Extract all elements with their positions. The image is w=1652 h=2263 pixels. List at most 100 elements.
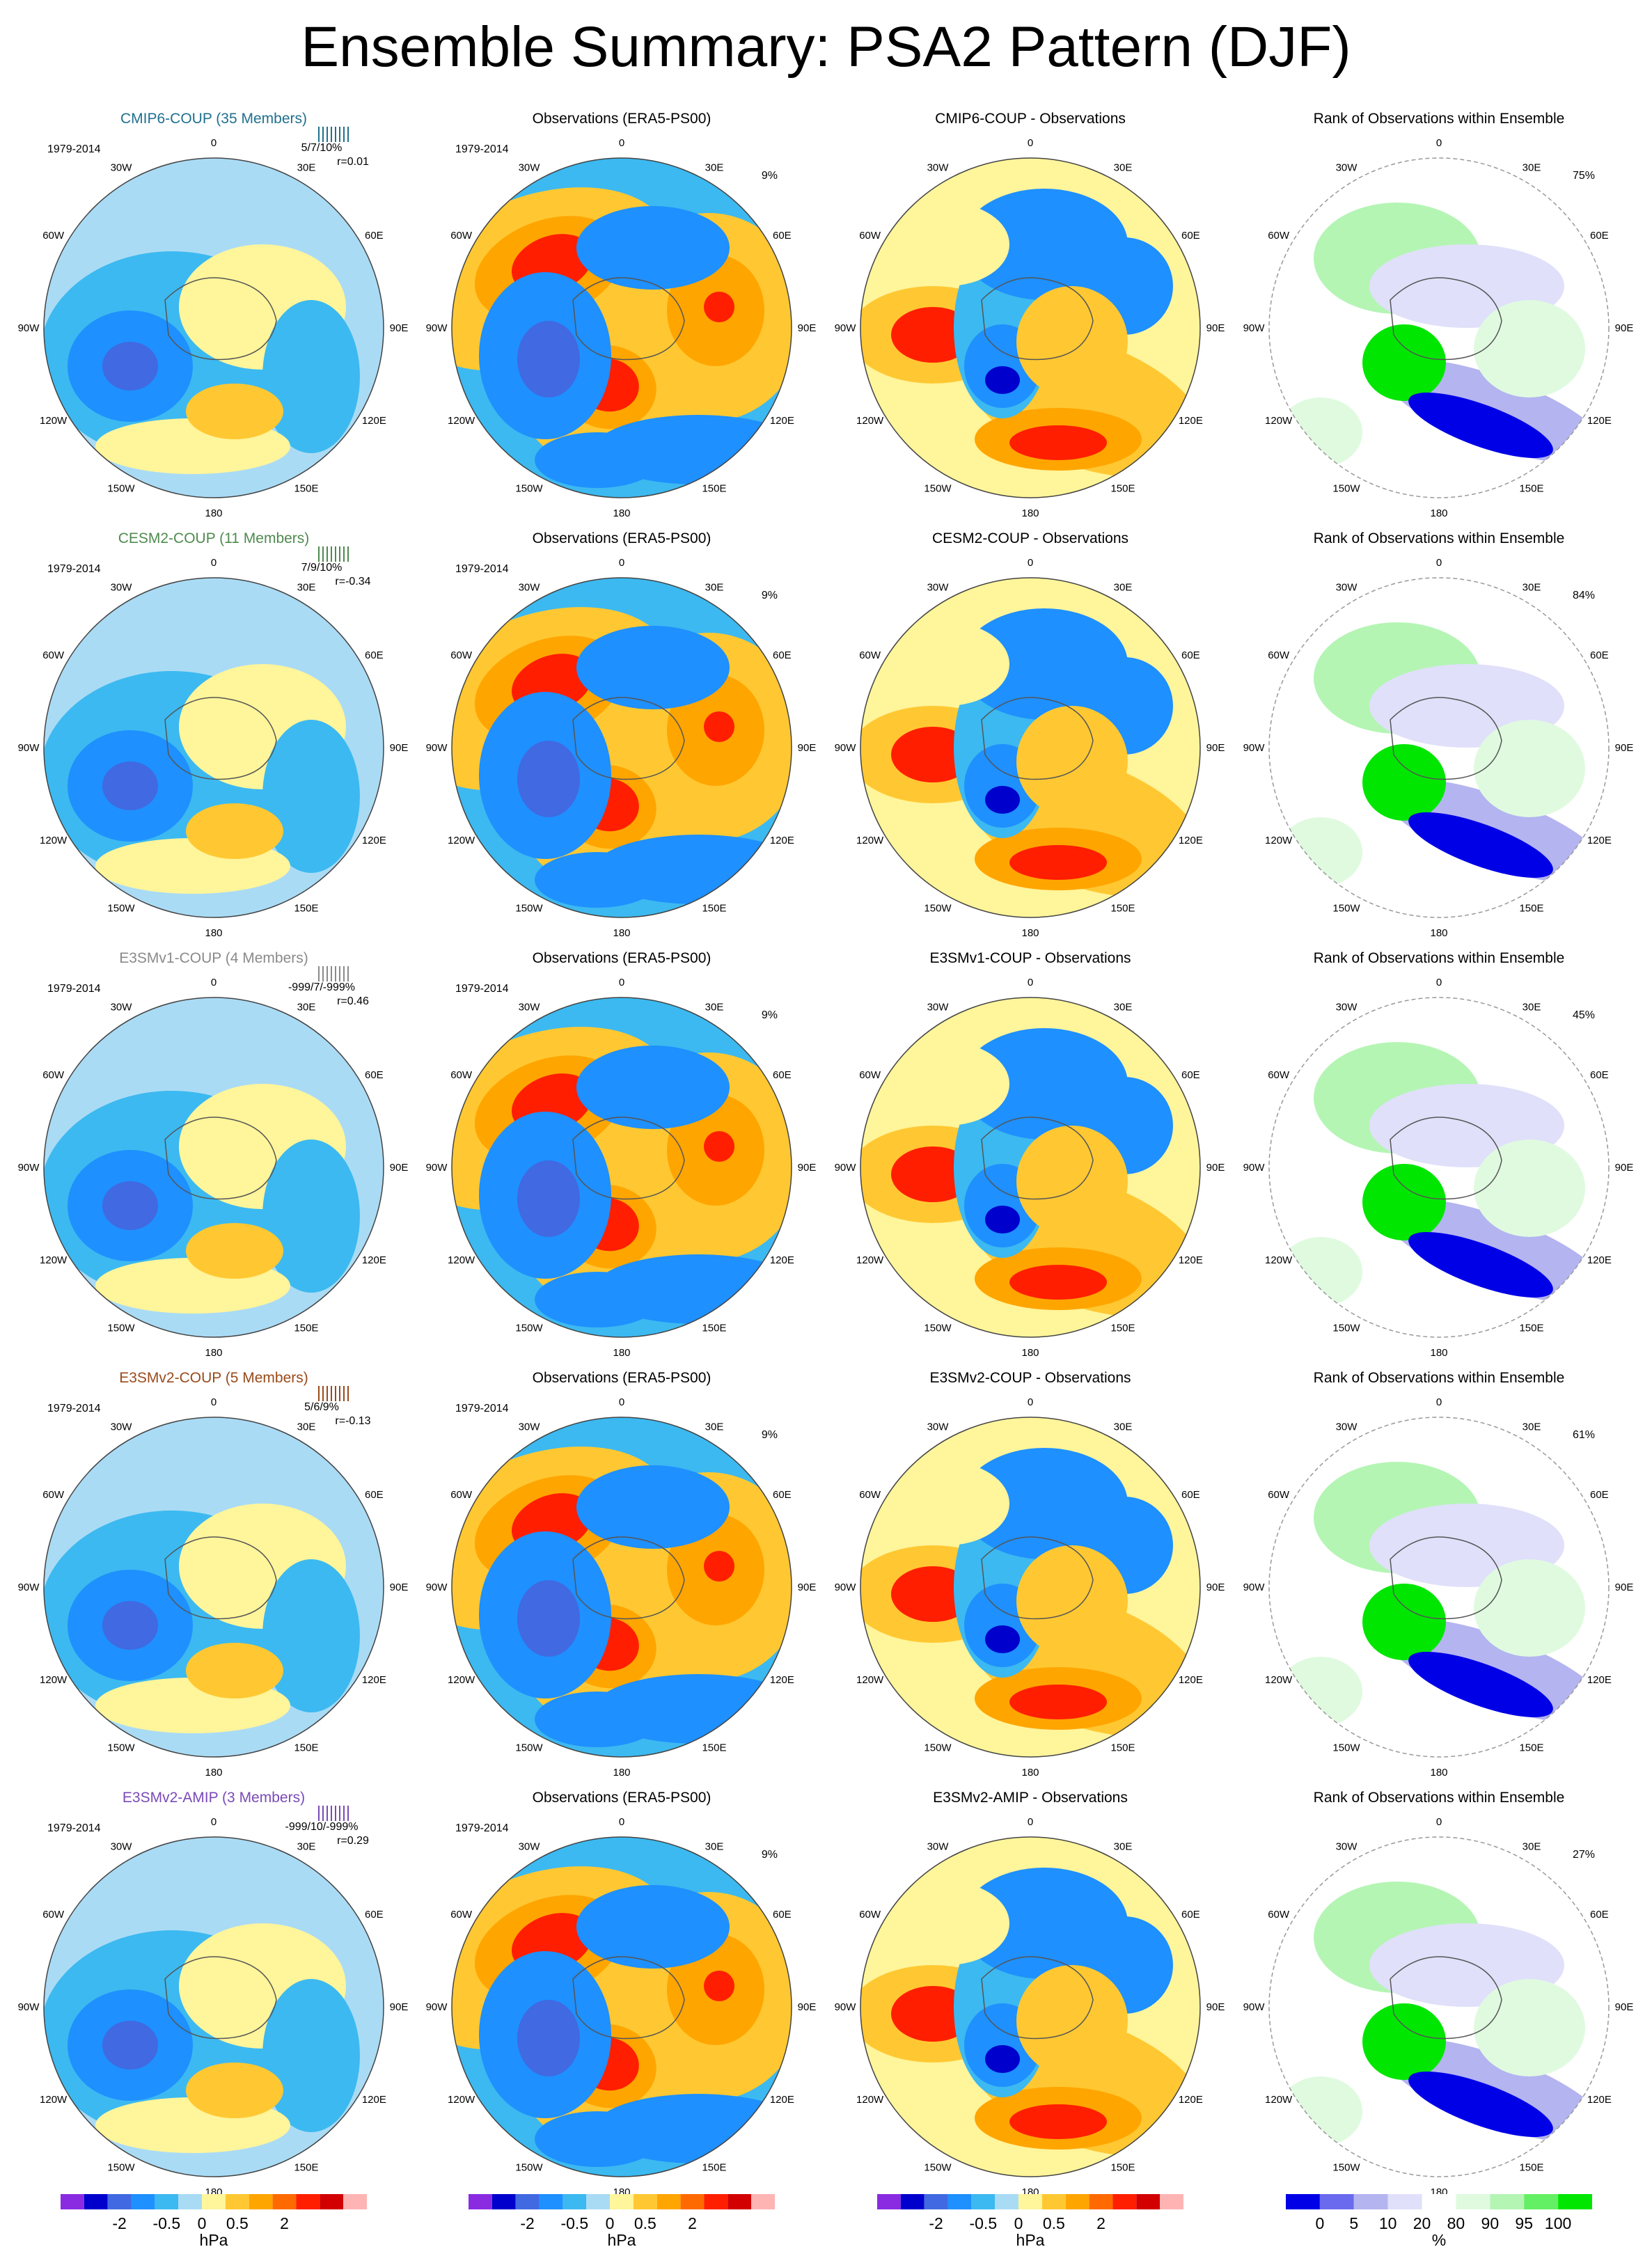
longitude-label: 60W <box>1268 230 1290 242</box>
longitude-label: 30E <box>1114 1421 1133 1433</box>
longitude-label: 60E <box>365 1909 384 1921</box>
map-panel-observations: 030E60E90E120E150E180150W120W90W60W30WOb… <box>426 1790 817 2198</box>
longitude-label: 90E <box>798 322 817 334</box>
colorbar: -2 -0.5 0 0.5 2 hPa <box>61 2194 367 2249</box>
map-boundary <box>1268 997 1610 1338</box>
contour-region <box>576 1465 730 1549</box>
longitude-label: 90E <box>1615 1162 1634 1174</box>
colorbar: -2 -0.5 0 0.5 2 hPa <box>877 2194 1183 2249</box>
map-boundary <box>451 577 792 918</box>
longitude-label: 90W <box>426 2001 448 2013</box>
member-tick <box>327 1806 328 1821</box>
colorbar-bin <box>469 2194 492 2209</box>
longitude-label: 30W <box>927 582 950 594</box>
explained-variance-label: 9% <box>762 1429 778 1441</box>
colorbar-tick-label: -2 <box>520 2214 534 2232</box>
ensemble-stats-label: -999/10/-999% <box>285 1821 359 1833</box>
map-boundary <box>43 157 384 498</box>
longitude-label: 60W <box>42 1489 65 1501</box>
contour-region <box>884 1462 1009 1545</box>
ensemble-stats-label: -999/7/-999% <box>288 981 355 993</box>
longitude-label: 90E <box>390 1162 409 1174</box>
longitude-label: 150W <box>924 2161 952 2173</box>
anomaly-field <box>44 578 384 917</box>
member-tick <box>335 546 336 562</box>
colorbar-tick-label: 2 <box>688 2214 697 2232</box>
contour-region <box>985 2045 1020 2073</box>
map-boundary <box>43 577 384 918</box>
longitude-label: 90W <box>1243 322 1266 334</box>
longitude-label: 0 <box>1028 1816 1033 1828</box>
map-boundary <box>451 1417 792 1758</box>
map-boundary <box>860 1417 1201 1758</box>
longitude-label: 60E <box>365 649 384 661</box>
contour-region <box>517 1580 580 1657</box>
longitude-label: 60E <box>1181 649 1200 661</box>
longitude-label: 180 <box>613 927 630 939</box>
map-panel-difference: 030E60E90E120E150E180150W120W90W60W30WE3… <box>835 1790 1225 2198</box>
colorbar-unit: hPa <box>1016 2231 1045 2249</box>
colorbar-unit: % <box>1432 2231 1446 2249</box>
longitude-label: 150W <box>107 902 135 914</box>
longitude-label: 120W <box>1265 835 1293 846</box>
longitude-label: 90E <box>798 2001 817 2013</box>
colorbar-bin <box>1524 2194 1559 2209</box>
contour-region <box>262 720 360 873</box>
period-label: 1979-2014 <box>47 143 101 155</box>
longitude-label: 120W <box>856 2094 884 2106</box>
explained-variance-label: 9% <box>762 170 778 182</box>
contour-region <box>1408 1651 1553 1718</box>
contour-region <box>1362 1164 1446 1240</box>
longitude-label: 90E <box>390 1582 409 1593</box>
pattern-correlation-label: r=0.29 <box>337 1835 369 1847</box>
explained-variance-label: 27% <box>1573 1849 1595 1861</box>
colorbar-bin <box>656 2194 681 2209</box>
longitude-label: 120W <box>448 415 475 427</box>
longitude-label: 120E <box>770 1674 794 1686</box>
longitude-label: 30W <box>111 582 133 594</box>
longitude-label: 150E <box>294 902 318 914</box>
contour-region <box>704 711 734 742</box>
longitude-label: 90W <box>18 322 40 334</box>
explained-variance-label: 84% <box>1573 590 1595 601</box>
contour-region <box>262 1979 360 2132</box>
coastline <box>164 1536 277 1620</box>
longitude-label: 30W <box>519 1421 541 1433</box>
colorbar-bin <box>1160 2194 1183 2209</box>
colorbar-bin <box>1112 2194 1137 2209</box>
member-tick <box>322 1806 324 1821</box>
longitude-label: 60E <box>1590 1489 1609 1501</box>
longitude-label: 120E <box>362 1674 386 1686</box>
colorbar-bin <box>924 2194 948 2209</box>
contour-region <box>1408 392 1553 459</box>
longitude-label: 0 <box>1028 977 1033 988</box>
member-tick <box>347 966 349 981</box>
longitude-label: 150W <box>515 1322 543 1334</box>
longitude-label: 30E <box>1523 1002 1541 1014</box>
longitude-label: 60E <box>773 1069 792 1081</box>
longitude-label: 60W <box>859 1069 881 1081</box>
longitude-label: 60E <box>773 649 792 661</box>
longitude-label: 120W <box>1265 2094 1293 2106</box>
longitude-label: 60W <box>450 230 473 242</box>
longitude-label: 90E <box>798 742 817 754</box>
contour-region <box>985 786 1020 814</box>
longitude-label: 60E <box>365 1489 384 1501</box>
coastline <box>572 1956 685 2040</box>
colorbar-bin <box>1558 2194 1592 2209</box>
longitude-label: 90W <box>18 1582 40 1593</box>
longitude-label: 120E <box>1179 1254 1203 1266</box>
contour-region <box>1016 1965 1128 2076</box>
map-boundary <box>451 157 792 498</box>
longitude-label: 150W <box>1332 482 1360 494</box>
colorbar-tick-label: -2 <box>112 2214 126 2232</box>
contour-region <box>186 384 283 439</box>
longitude-label: 120E <box>1179 2094 1203 2106</box>
longitude-label: 150W <box>515 2161 543 2173</box>
longitude-label: 180 <box>613 1767 630 1779</box>
member-tick <box>318 1806 320 1821</box>
longitude-label: 60E <box>1590 1909 1609 1921</box>
map-panel-difference: 030E60E90E120E150E180150W120W90W60W30WE3… <box>835 1370 1225 1779</box>
colorbar-tick-label: 10 <box>1379 2214 1397 2232</box>
contour-region <box>1408 2071 1553 2138</box>
